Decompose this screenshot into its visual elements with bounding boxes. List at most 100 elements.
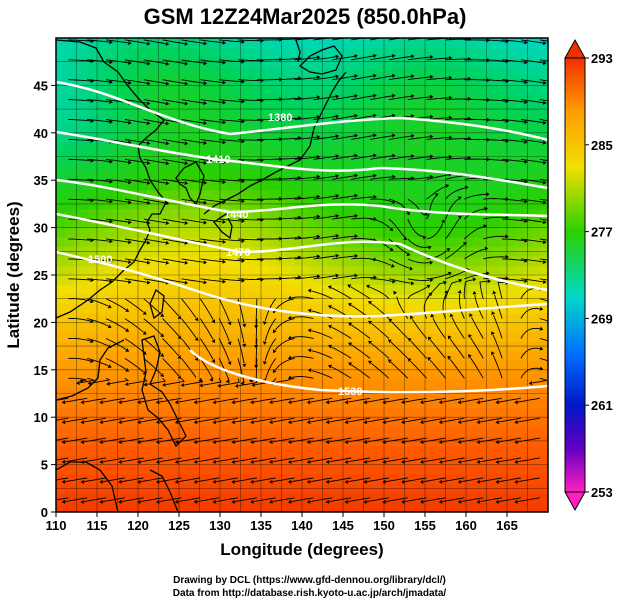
- field-cell: [531, 227, 541, 238]
- field-cell: [302, 426, 311, 437]
- field-cell: [498, 474, 508, 485]
- x-tick-label: 110: [46, 518, 67, 533]
- streamline-arrowhead: [363, 459, 368, 464]
- streamline-arrowhead: [137, 459, 141, 464]
- streamline: [498, 437, 521, 443]
- streamline: [68, 238, 91, 241]
- field-cell: [72, 256, 82, 267]
- streamline: [237, 59, 261, 62]
- streamline: [234, 437, 257, 443]
- streamline: [351, 344, 371, 359]
- field-cell: [261, 284, 270, 295]
- streamline-arrowhead: [99, 479, 104, 484]
- streamline-arrowhead: [429, 54, 434, 60]
- field-cell: [113, 180, 123, 191]
- field-cell: [351, 142, 360, 153]
- field-cell: [507, 445, 516, 456]
- field-cell: [539, 398, 548, 409]
- field-cell: [64, 360, 73, 371]
- field-cell: [170, 275, 180, 286]
- field-cell: [72, 331, 82, 342]
- streamline: [124, 79, 147, 84]
- streamline-arrowhead: [269, 439, 273, 445]
- field-cell: [416, 284, 426, 295]
- field-cell: [375, 66, 385, 77]
- streamline: [483, 99, 506, 102]
- streamline: [105, 39, 129, 44]
- field-cell: [498, 312, 508, 323]
- streamline-arrowhead: [287, 375, 292, 380]
- field-cell: [228, 493, 237, 504]
- field-cell: [343, 426, 352, 437]
- field-cell: [375, 407, 385, 418]
- field-cell: [466, 493, 475, 504]
- field-cell: [203, 237, 213, 248]
- streamline: [445, 280, 459, 299]
- field-cell: [252, 47, 262, 58]
- field-cell: [457, 417, 467, 428]
- field-cell: [211, 464, 221, 475]
- field-cell: [375, 322, 385, 333]
- field-cell: [97, 94, 106, 105]
- field-cell: [367, 142, 377, 153]
- field-cell: [392, 38, 401, 49]
- field-cell: [162, 312, 172, 323]
- field-cell: [293, 407, 303, 418]
- field-cell: [97, 350, 106, 361]
- field-cell: [392, 474, 401, 485]
- plot-area: 1380 1410 1440 1470 1500 1530: [56, 38, 548, 512]
- streamline: [502, 258, 525, 262]
- streamline-arrowhead: [401, 499, 405, 504]
- field-cell: [326, 113, 336, 124]
- field-cell: [498, 123, 508, 134]
- field-cell: [392, 237, 401, 248]
- field-cell: [384, 445, 393, 456]
- field-cell: [408, 189, 418, 200]
- field-cell: [490, 360, 500, 371]
- field-cell: [498, 170, 508, 181]
- field-cell: [146, 445, 155, 456]
- field-cell: [425, 180, 434, 191]
- streamline: [539, 357, 548, 362]
- field-cell: [113, 379, 123, 390]
- field-cell: [170, 227, 180, 238]
- field-cell: [88, 379, 98, 390]
- streamline-arrowhead: [373, 73, 377, 78]
- field-cell: [343, 113, 352, 124]
- field-cell: [146, 85, 155, 96]
- streamline-arrowhead: [524, 159, 528, 164]
- field-cell: [302, 132, 311, 143]
- streamline: [539, 238, 548, 241]
- field-cell: [80, 350, 90, 361]
- field-cell: [244, 75, 254, 86]
- field-cell: [384, 303, 393, 314]
- coastline-mainland-south: [56, 339, 125, 401]
- field-cell: [129, 369, 139, 380]
- field-cell: [351, 426, 360, 437]
- streamline-arrowhead: [391, 73, 396, 78]
- field-cell: [138, 199, 147, 210]
- streamline-arrowhead: [354, 253, 359, 259]
- streamline: [311, 370, 333, 379]
- streamline-arrowhead: [348, 362, 353, 367]
- field-cell: [261, 113, 270, 124]
- field-cell: [392, 170, 401, 181]
- field-cell: [326, 189, 336, 200]
- field-cell: [261, 464, 270, 475]
- field-cell: [88, 369, 98, 380]
- field-cell: [416, 123, 426, 134]
- streamline: [426, 156, 449, 160]
- field-cell: [138, 256, 147, 267]
- field-cell: [408, 170, 418, 181]
- streamline: [442, 293, 447, 319]
- streamline: [68, 39, 91, 42]
- streamline: [370, 38, 384, 41]
- field-cell: [72, 474, 82, 485]
- field-cell: [252, 303, 262, 314]
- field-cell: [367, 322, 377, 333]
- field-cell: [162, 94, 172, 105]
- streamline-arrowhead: [382, 479, 386, 484]
- field-cell: [80, 436, 90, 447]
- streamline: [275, 38, 298, 41]
- streamline-arrowhead: [61, 400, 66, 405]
